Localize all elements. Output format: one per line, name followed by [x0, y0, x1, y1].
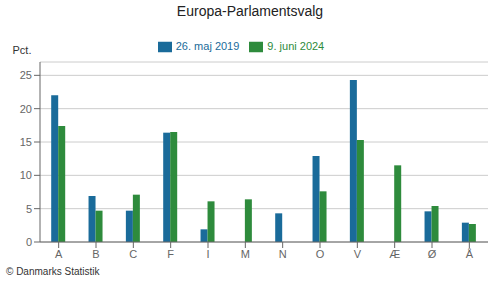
svg-text:B: B: [92, 248, 99, 260]
svg-text:Ø: Ø: [428, 248, 437, 260]
svg-text:V: V: [354, 248, 362, 260]
svg-text:10: 10: [20, 169, 32, 181]
svg-text:I: I: [206, 248, 209, 260]
html-text:Europa-Parlamentsvalg: Europa-Parlamentsvalg: [176, 3, 324, 19]
html-text:26. maj 2019: 26. maj 2019: [175, 40, 240, 52]
svg-text:C: C: [129, 248, 137, 260]
html-text:9. juni 2024: 9. juni 2024: [267, 40, 325, 52]
svg-text:A: A: [55, 248, 63, 260]
svg-text:0: 0: [26, 236, 32, 248]
svg-text:Pct.: Pct.: [13, 44, 32, 56]
svg-text:N: N: [279, 248, 287, 260]
svg-text:O: O: [316, 248, 325, 260]
svg-text:Æ: Æ: [389, 248, 400, 260]
svg-text:Å: Å: [466, 248, 474, 260]
svg-text:5: 5: [26, 203, 32, 215]
svg-text:15: 15: [20, 136, 32, 148]
svg-text:20: 20: [20, 103, 32, 115]
svg-text:25: 25: [20, 69, 32, 81]
html-text:© Danmarks Statistik: © Danmarks Statistik: [6, 266, 100, 277]
svg-text:M: M: [241, 248, 250, 260]
svg-text:F: F: [167, 248, 174, 260]
